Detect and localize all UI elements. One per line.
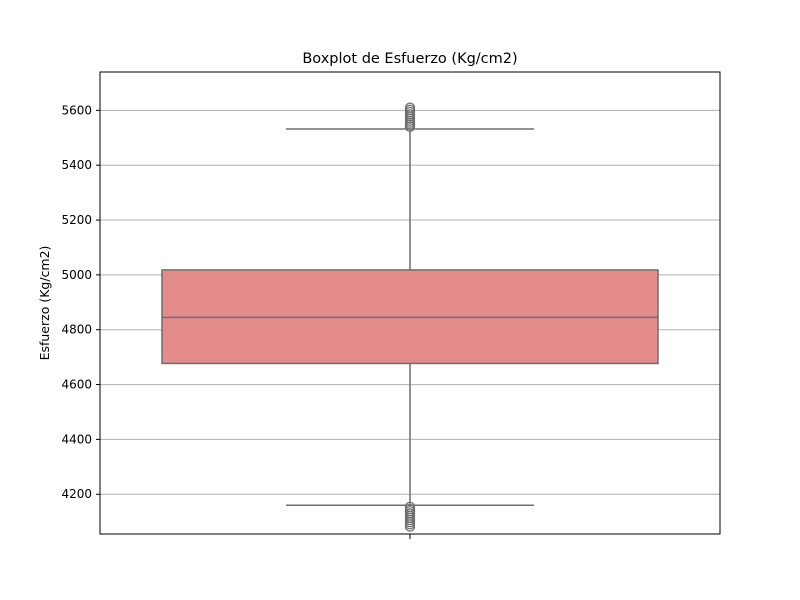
chart-title: Boxplot de Esfuerzo (Kg/cm2) bbox=[302, 51, 517, 67]
y-tick-label-4400: 4400 bbox=[61, 432, 92, 446]
y-tick-label-4200: 4200 bbox=[61, 487, 92, 501]
outlier-point-19 bbox=[404, 501, 416, 513]
y-tick-label-5200: 5200 bbox=[61, 213, 92, 227]
y-tick-label-4600: 4600 bbox=[61, 378, 92, 392]
y-axis-ticks: 4200 4400 4600 4800 5000 5200 5400 5600 bbox=[61, 103, 100, 501]
outlier-point-9 bbox=[404, 102, 416, 113]
outlier-points bbox=[404, 102, 416, 532]
y-tick-label-4800: 4800 bbox=[61, 323, 92, 337]
y-axis-label: Esfuerzo (Kg/cm2) bbox=[37, 246, 52, 361]
y-tick-label-5400: 5400 bbox=[61, 158, 92, 172]
y-tick-label-5000: 5000 bbox=[61, 268, 92, 282]
box-elements bbox=[161, 128, 659, 506]
y-tick-label-5600: 5600 bbox=[61, 103, 92, 117]
